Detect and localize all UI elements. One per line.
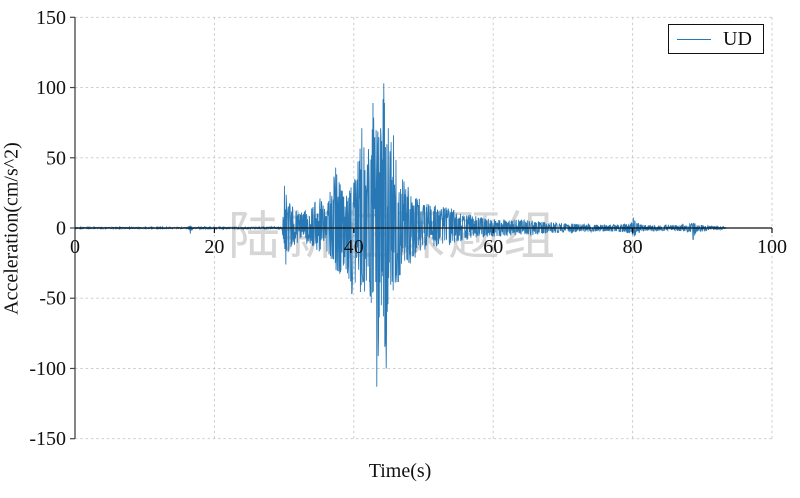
x-tick-label: 20 <box>204 236 224 258</box>
x-tick-label: 40 <box>344 236 364 258</box>
legend-label-ud: UD <box>723 28 752 50</box>
y-axis-title: Acceleration(cm/s^2) <box>0 142 23 315</box>
x-tick-label: 80 <box>623 236 643 258</box>
y-tick-label: -50 <box>39 288 66 310</box>
y-tick-label: -100 <box>29 358 66 380</box>
x-tick-label: 0 <box>70 236 80 258</box>
x-tick-label: 60 <box>483 236 503 258</box>
y-tick-label: 0 <box>56 218 66 240</box>
legend-box: UD <box>668 24 764 54</box>
y-tick-label: -150 <box>29 428 66 450</box>
x-tick-label: 100 <box>757 236 787 258</box>
y-tick-label: 150 <box>36 7 66 29</box>
y-tick-label: 50 <box>46 147 66 169</box>
x-axis-title: Time(s) <box>368 460 432 482</box>
y-tick-label: 100 <box>36 77 66 99</box>
legend-line-icon <box>677 38 711 40</box>
